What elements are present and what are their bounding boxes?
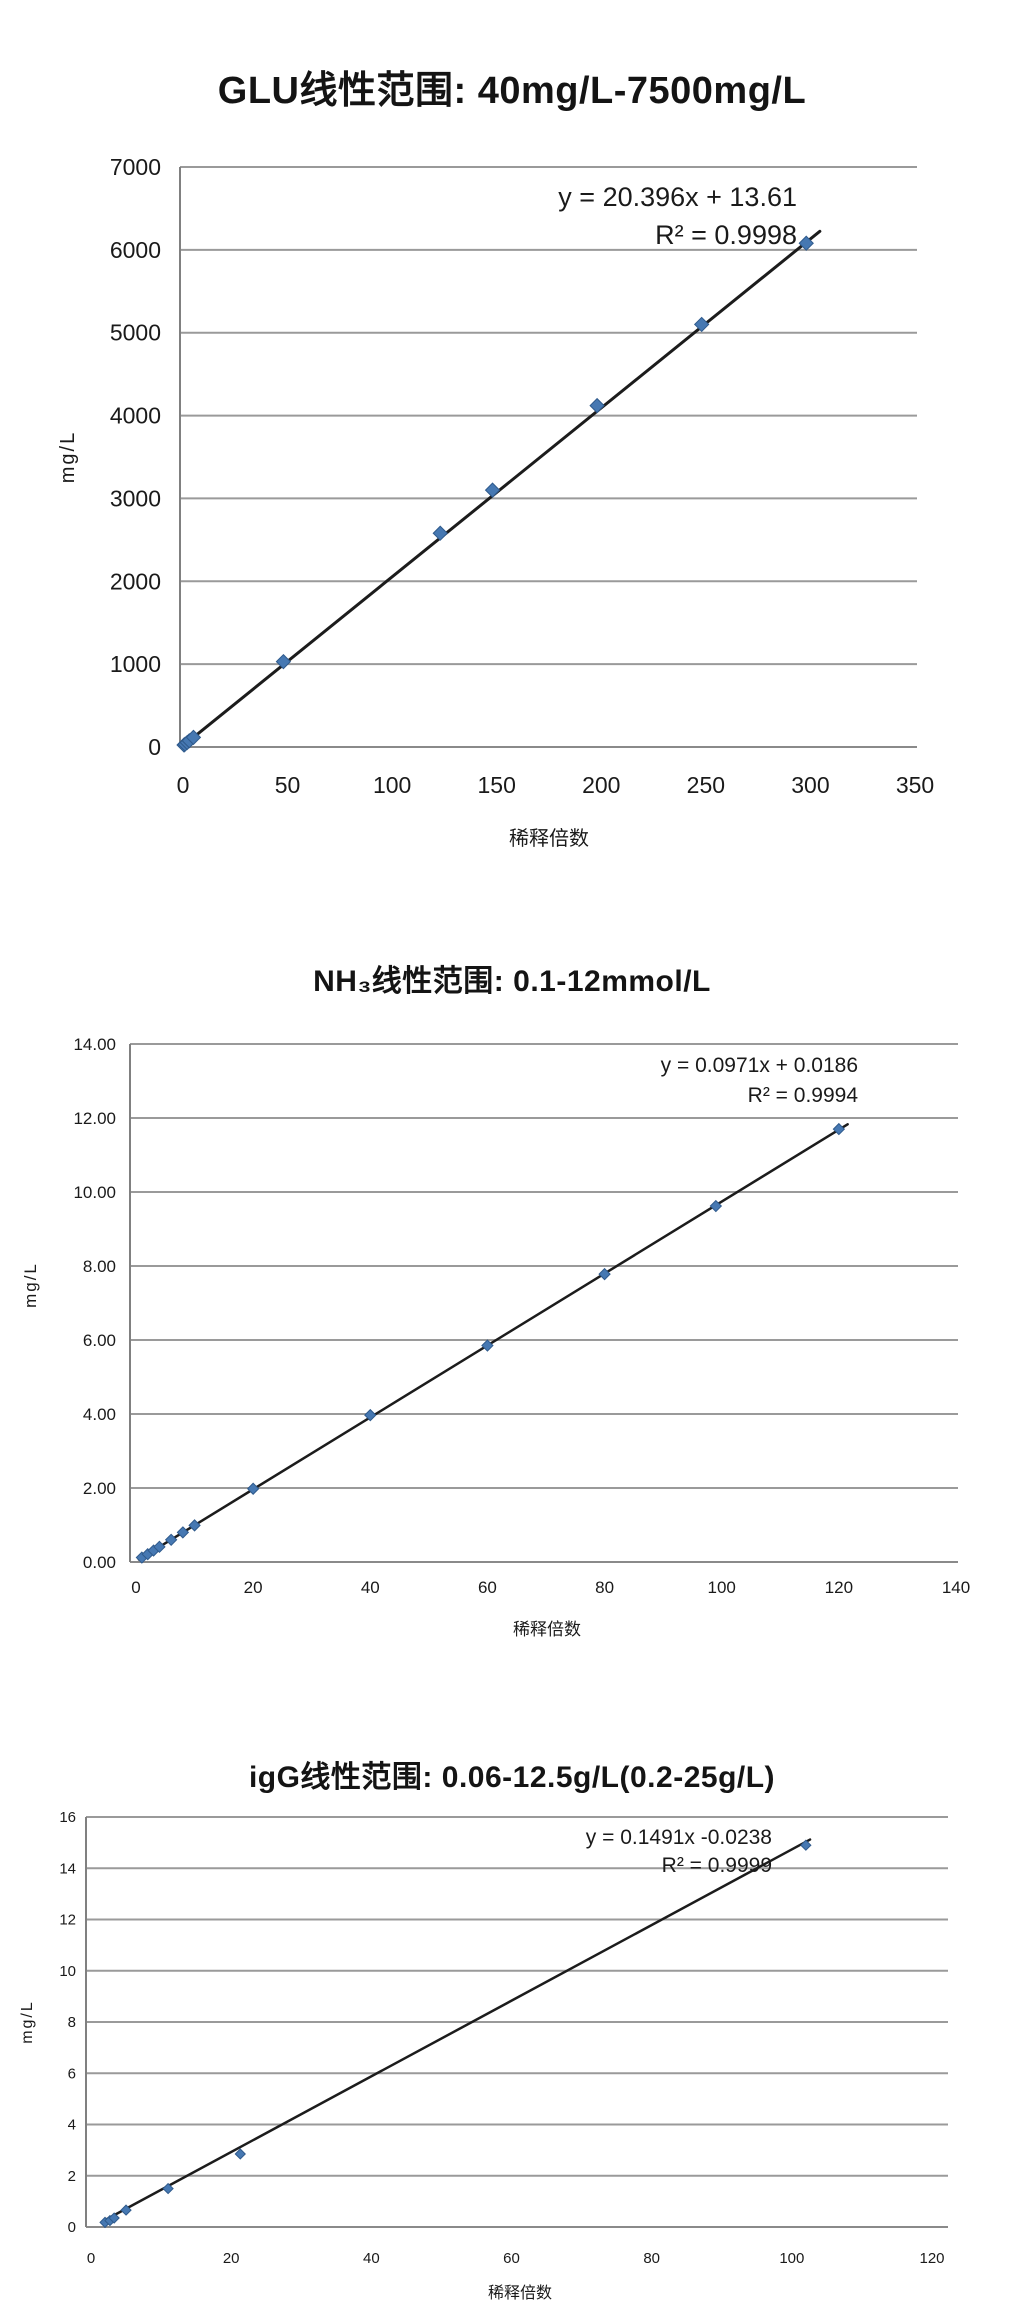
trendline (181, 229, 822, 748)
data-point-diamond (164, 1533, 178, 1547)
r-squared-label: R² = 0.9999 (662, 1854, 772, 1877)
x-tick-label: 200 (582, 772, 620, 798)
data-point-diamond (246, 1482, 260, 1495)
y-tick-label: 0.00 (83, 1553, 116, 1572)
x-tick-label: 60 (478, 1578, 497, 1597)
y-tick-label: 2000 (110, 568, 161, 594)
x-tick-label: 120 (825, 1578, 853, 1597)
x-tick-label: 80 (595, 1578, 614, 1597)
data-point-diamond (364, 1408, 377, 1422)
x-tick-label: 50 (275, 772, 301, 798)
data-point-diamond (153, 1540, 166, 1554)
y-tick-label: 8 (68, 2014, 76, 2031)
y-tick-label: 4.00 (83, 1405, 116, 1424)
data-point-diamond (798, 235, 814, 251)
y-tick-label: 3000 (110, 485, 161, 511)
data-point-diamond (598, 1267, 611, 1281)
chart-igg-section: igG线性范围: 0.06-12.5g/L(0.2-25g/L) 0 2 4 6 8 10… (0, 1660, 1024, 2319)
data-point-diamond (484, 482, 501, 498)
x-tick-label: 0 (177, 772, 190, 798)
chart-glu-title: GLU线性范围: 40mg/L-7500mg/L (217, 70, 807, 112)
trendline (102, 1838, 812, 2223)
chart-nh3-section: NH₃线性范围: 0.1-12mmol/L 0.00 2.00 4.00 6.00 8.… (0, 960, 1024, 1660)
x-tick-label: 40 (361, 1578, 380, 1597)
data-point-diamond (120, 2204, 132, 2216)
y-tick-label: 8.00 (83, 1257, 116, 1276)
r-squared-label: R² = 0.9994 (748, 1084, 859, 1107)
data-point-diamond (709, 1199, 723, 1213)
data-point-diamond (234, 2148, 246, 2160)
y-axis-title: mg/L (57, 431, 79, 483)
y-tick-label: 14 (59, 1860, 76, 1877)
x-tick-label: 40 (363, 2250, 380, 2267)
x-tick-label: 150 (478, 772, 516, 798)
x-tick-label: 350 (896, 772, 934, 798)
trendline (137, 1123, 849, 1561)
y-tick-label: 10 (59, 1963, 76, 1980)
data-point-diamond (176, 1526, 190, 1539)
data-point-diamond (832, 1122, 846, 1136)
y-tick-label: 6 (68, 2065, 76, 2082)
data-point-diamond (162, 2182, 174, 2195)
x-axis-title: 稀释倍数 (488, 2284, 552, 2302)
x-tick-label: 0 (131, 1578, 140, 1597)
x-tick-label: 0 (87, 2250, 95, 2267)
y-tick-label: 2 (68, 2168, 76, 2185)
x-tick-label: 100 (373, 772, 411, 798)
y-tick-label: 4 (68, 2117, 76, 2134)
x-tick-label: 300 (791, 772, 829, 798)
chart-glu-plot: 0 1000 2000 3000 4000 5000 6000 7000 0 50 100 150 20… (57, 154, 934, 850)
y-tick-label: 6000 (110, 237, 161, 263)
y-tick-label: 14.00 (73, 1035, 116, 1054)
x-tick-label: 120 (919, 2250, 944, 2267)
x-tick-label: 80 (643, 2250, 660, 2267)
x-tick-label: 100 (708, 1578, 736, 1597)
chart-igg-title: igG线性范围: 0.06-12.5g/L(0.2-25g/L) (248, 1761, 776, 1794)
equation-label: y = 20.396x + 13.61 (558, 182, 797, 212)
y-tick-label: 10.00 (73, 1183, 116, 1202)
y-tick-label: 0 (68, 2219, 76, 2236)
y-axis-title: mg/L (19, 2000, 36, 2044)
y-tick-label: 7000 (110, 154, 161, 180)
x-tick-label: 140 (942, 1578, 970, 1597)
data-point-diamond (693, 316, 710, 333)
y-tick-label: 12.00 (73, 1109, 116, 1128)
chart-glu-section: GLU线性范围: 40mg/L-7500mg/L 0 1000 2000 3000 40… (0, 0, 1024, 960)
y-axis-title: mg/L (21, 1262, 40, 1308)
x-axis-title: 稀释倍数 (513, 1620, 581, 1639)
chart-nh3-plot: 0.00 2.00 4.00 6.00 8.00 10.00 12.00 14.00 0 20 40… (21, 1035, 970, 1639)
y-tick-label: 16 (59, 1809, 76, 1826)
data-point-diamond (188, 1519, 201, 1532)
y-tick-label: 12 (59, 1912, 76, 1929)
data-point-diamond (589, 397, 605, 414)
chart-igg-plot: 0 2 4 6 8 10 12 14 16 0 20 40 60 80 100 120 稀释倍数 mg/L y = … (19, 1809, 948, 2302)
x-tick-label: 20 (223, 2250, 240, 2267)
equation-label: y = 0.1491x -0.0238 (586, 1826, 772, 1849)
equation-label: y = 0.0971x + 0.0186 (661, 1054, 858, 1077)
data-point-diamond (800, 1839, 812, 1851)
y-tick-label: 6.00 (83, 1331, 116, 1350)
data-point-diamond (432, 525, 448, 541)
x-axis-title: 稀释倍数 (509, 827, 589, 850)
x-tick-label: 60 (503, 2250, 520, 2267)
y-tick-label: 1000 (110, 651, 161, 677)
y-tick-label: 4000 (110, 403, 161, 429)
x-tick-label: 100 (779, 2250, 804, 2267)
x-tick-label: 20 (244, 1578, 263, 1597)
data-point-diamond (481, 1339, 494, 1352)
data-point-diamond (185, 729, 202, 746)
chart-nh3-title: NH₃线性范围: 0.1-12mmol/L (313, 965, 711, 998)
r-squared-label: R² = 0.9998 (655, 220, 797, 250)
x-tick-label: 250 (687, 772, 725, 798)
data-point-diamond (275, 653, 292, 670)
y-tick-label: 2.00 (83, 1479, 116, 1498)
y-tick-label: 5000 (110, 320, 161, 346)
y-tick-label: 0 (148, 734, 161, 760)
data-point-diamond (108, 2212, 120, 2224)
